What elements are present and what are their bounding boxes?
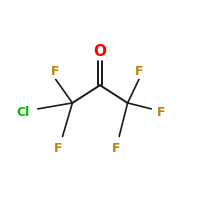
Text: O: O	[94, 44, 106, 59]
Text: F: F	[112, 142, 120, 155]
Text: F: F	[50, 65, 59, 78]
Text: F: F	[135, 65, 144, 78]
Text: Cl: Cl	[16, 106, 30, 119]
Text: F: F	[157, 106, 165, 119]
Text: F: F	[54, 142, 63, 155]
